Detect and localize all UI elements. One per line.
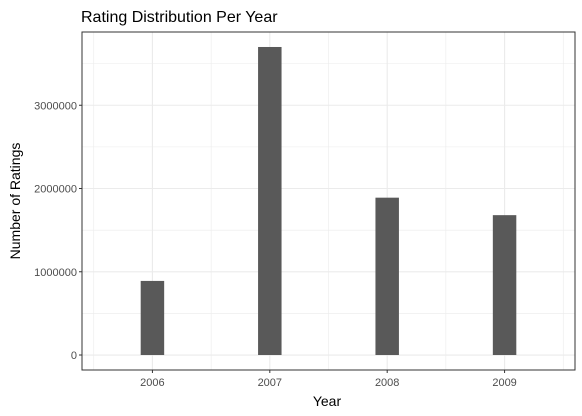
x-axis: 2006 2007 2008 2009 bbox=[140, 370, 517, 389]
y-tick-label: 2000000 bbox=[34, 184, 77, 196]
y-tick-label: 3000000 bbox=[34, 100, 77, 112]
x-tick-label: 2006 bbox=[140, 377, 164, 389]
chart-title: Rating Distribution Per Year bbox=[81, 9, 278, 26]
bar-2007 bbox=[258, 46, 282, 356]
y-axis: 0 1000000 2000000 3000000 bbox=[34, 100, 82, 362]
bar-2009 bbox=[492, 215, 517, 356]
y-axis-title: Number of Ratings bbox=[7, 143, 23, 260]
x-tick-label: 2007 bbox=[258, 377, 282, 389]
x-axis-title: Year bbox=[313, 393, 342, 409]
x-tick-label: 2009 bbox=[492, 377, 516, 389]
bars-layer bbox=[140, 46, 517, 356]
bar-2006 bbox=[140, 280, 165, 356]
y-tick-label: 0 bbox=[71, 350, 77, 362]
panel-border bbox=[81, 31, 576, 371]
x-tick-label: 2008 bbox=[375, 377, 399, 389]
bar-2008 bbox=[375, 197, 399, 356]
y-tick-label: 1000000 bbox=[34, 267, 77, 279]
